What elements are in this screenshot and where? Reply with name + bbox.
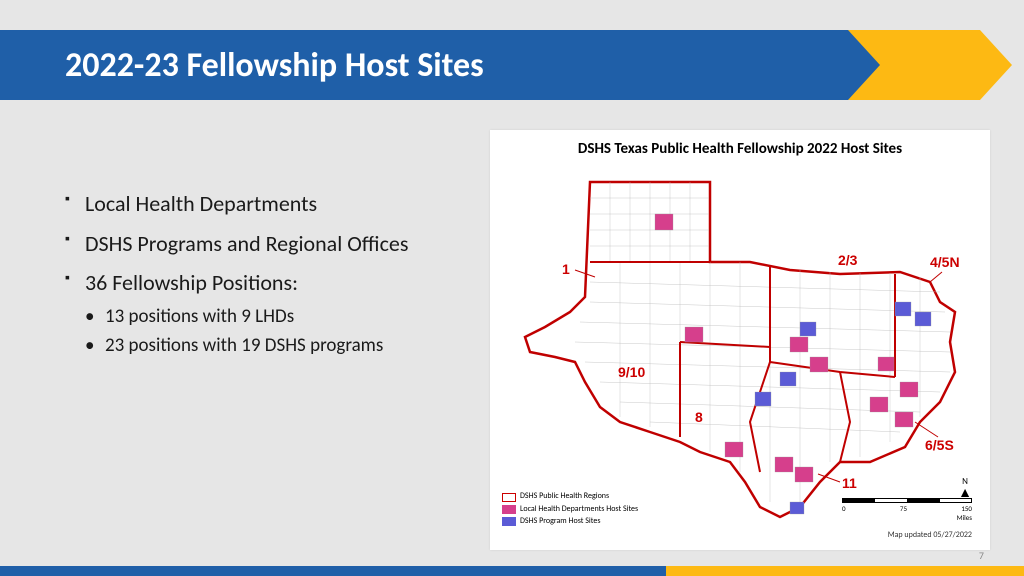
scale-0: 0 <box>842 504 846 513</box>
compass: N ▲ <box>958 477 972 500</box>
page-title: 2022-23 Fellowship Host Sites <box>65 45 484 86</box>
bullet-1: Local Health Departments <box>65 190 460 218</box>
sub-1: 13 positions with 9 LHDs <box>85 305 460 329</box>
region-65s-label: 6/5S <box>925 437 954 453</box>
scale-labels: 0 75 150 <box>842 504 972 513</box>
region-8-label: 8 <box>695 409 703 425</box>
scale-150: 150 <box>961 504 972 513</box>
scale-bar-graphic <box>842 498 972 503</box>
legend-text-1: DSHS Public Health Regions <box>520 491 609 502</box>
texas-map: 1 2/3 4/5N 9/10 8 6/5S 11 <box>500 162 980 522</box>
bullet-2: DSHS Programs and Regional Offices <box>65 230 460 258</box>
swatch-lhd <box>502 505 516 514</box>
sub-2: 23 positions with 19 DSHS programs <box>85 334 460 358</box>
region-23-label: 2/3 <box>838 252 858 268</box>
bullet-3: 36 Fellowship Positions: 13 positions wi… <box>65 269 460 358</box>
legend-row-dshs: DSHS Program Host Sites <box>502 516 638 527</box>
map-legend: DSHS Public Health Regions Local Health … <box>502 491 638 528</box>
map-title: DSHS Texas Public Health Fellowship 2022… <box>500 140 980 158</box>
region-1-label: 1 <box>562 261 570 277</box>
right-column: DSHS Texas Public Health Fellowship 2022… <box>490 130 1024 550</box>
scale-unit: Miles <box>842 513 972 522</box>
swatch-dshs <box>502 517 516 526</box>
scale-bar: 0 75 150 Miles <box>842 498 972 522</box>
bullet-list: Local Health Departments DSHS Programs a… <box>65 190 460 358</box>
legend-row-lhd: Local Health Departments Host Sites <box>502 504 638 515</box>
sub-list: 13 positions with 9 LHDs 23 positions wi… <box>85 305 460 359</box>
legend-text-2: Local Health Departments Host Sites <box>520 504 638 515</box>
region-910-label: 9/10 <box>618 364 645 380</box>
bottom-stripe-yellow <box>666 566 1024 576</box>
legend-text-3: DSHS Program Host Sites <box>520 516 600 527</box>
body: Local Health Departments DSHS Programs a… <box>0 130 1024 550</box>
swatch-region <box>502 493 516 502</box>
page-number: 7 <box>979 549 984 562</box>
legend-row-regions: DSHS Public Health Regions <box>502 491 638 502</box>
blue-arrow-bg: 2022-23 Fellowship Host Sites <box>0 30 880 100</box>
bottom-stripe <box>0 566 1024 576</box>
map-updated: Map updated 05/27/2022 <box>888 530 972 540</box>
scale-75: 75 <box>900 504 907 513</box>
left-column: Local Health Departments DSHS Programs a… <box>0 130 490 550</box>
region-45n-label: 4/5N <box>930 254 960 270</box>
map-card: DSHS Texas Public Health Fellowship 2022… <box>490 130 990 550</box>
bottom-stripe-blue <box>0 566 666 576</box>
header-band: 2022-23 Fellowship Host Sites <box>0 30 1024 100</box>
bullet-3-text: 36 Fellowship Positions: <box>85 269 298 296</box>
region-11-label: 11 <box>842 475 857 491</box>
